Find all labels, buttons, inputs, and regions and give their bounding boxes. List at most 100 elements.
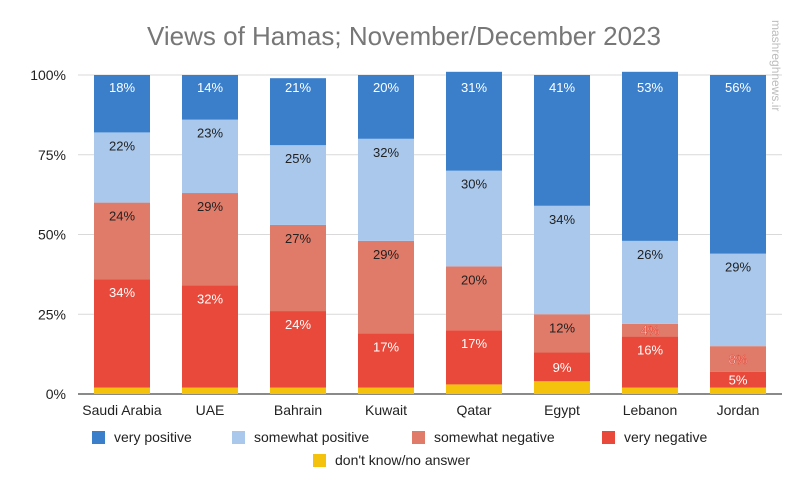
bar-segment	[710, 387, 766, 394]
bar-segment	[94, 387, 150, 394]
data-label: 24%	[109, 209, 135, 224]
data-label: 29%	[197, 199, 223, 214]
x-category-label: Saudi Arabia	[82, 402, 162, 418]
bar-segment	[94, 279, 150, 388]
y-tick-label: 25%	[38, 306, 66, 322]
bar-segment	[182, 387, 238, 394]
data-label: 4%	[641, 323, 660, 338]
data-label: 18%	[109, 80, 135, 95]
bar-segment	[446, 170, 502, 267]
bar-segment	[358, 240, 414, 334]
x-category-label: Jordan	[717, 402, 760, 418]
bar-segment	[622, 240, 678, 324]
legend-label: somewhat positive	[254, 429, 369, 445]
legend-swatch	[412, 431, 425, 444]
data-label: 20%	[461, 272, 487, 287]
data-label: 8%	[729, 352, 748, 367]
y-tick-label: 75%	[38, 147, 66, 163]
legend-label: very positive	[114, 429, 192, 445]
x-category-label: Egypt	[544, 402, 580, 418]
bar-segment	[710, 371, 766, 388]
bar-segment	[446, 266, 502, 331]
bars: 34% 24% 22% 18% 32% 29% 23% 14% 24% 27% 25% 21% 17% 2…	[94, 71, 766, 394]
data-label: 16%	[637, 343, 663, 358]
data-label: 17%	[373, 339, 399, 354]
bar-segment	[94, 202, 150, 280]
bar-segment	[270, 387, 326, 394]
bar-segment	[446, 330, 502, 385]
bar-segment	[534, 75, 590, 206]
bar-segment	[270, 311, 326, 388]
data-label: 56%	[725, 80, 751, 95]
data-label: 23%	[197, 126, 223, 141]
watermark-text: mashreghnews.ir	[769, 20, 783, 111]
x-category-label: Bahrain	[274, 402, 322, 418]
data-label: 27%	[285, 231, 311, 246]
bar-segment	[358, 138, 414, 241]
data-label: 25%	[285, 151, 311, 166]
data-label: 41%	[549, 80, 575, 95]
x-category-label: UAE	[196, 402, 225, 418]
legend-swatch	[313, 454, 326, 467]
legend-swatch	[232, 431, 245, 444]
bar-segment	[270, 78, 326, 146]
bar-segment	[710, 75, 766, 254]
data-label: 53%	[637, 80, 663, 95]
bar-segment	[182, 285, 238, 388]
bar-segment	[710, 253, 766, 347]
data-label: 20%	[373, 80, 399, 95]
bar-segment	[182, 119, 238, 194]
legend-label: don't know/no answer	[335, 452, 470, 468]
data-label: 32%	[373, 145, 399, 160]
data-label: 29%	[373, 247, 399, 262]
bar-segment	[622, 336, 678, 388]
bar-segment	[270, 145, 326, 225]
data-label: 22%	[109, 138, 135, 153]
data-label: 24%	[285, 317, 311, 332]
data-label: 17%	[461, 336, 487, 351]
legend-label: somewhat negative	[434, 429, 555, 445]
bar-segment	[94, 75, 150, 133]
data-label: 34%	[109, 285, 135, 300]
data-label: 9%	[553, 360, 572, 375]
data-label: 5%	[729, 373, 748, 388]
bar-segment	[534, 352, 590, 382]
data-label: 29%	[725, 260, 751, 275]
x-axis-categories: Saudi Arabia UAE Bahrain Kuwait Qatar Egypt Le…	[82, 402, 759, 418]
data-label: 31%	[461, 80, 487, 95]
bar-segment	[534, 205, 590, 315]
bar-segment	[446, 384, 502, 394]
bar-segment	[710, 346, 766, 372]
data-label: 26%	[637, 247, 663, 262]
legend-label: very negative	[624, 429, 707, 445]
bar-segment	[94, 132, 150, 203]
y-tick-label: 50%	[38, 227, 66, 243]
bar-segment	[622, 323, 678, 337]
legend: very positive somewhat positive somewhat n…	[92, 429, 707, 468]
bar-segment	[534, 314, 590, 353]
bar-segment	[358, 387, 414, 394]
bar-segment	[622, 387, 678, 394]
x-category-label: Qatar	[456, 402, 491, 418]
bar-segment	[358, 75, 414, 139]
x-category-label: Kuwait	[365, 402, 407, 418]
bar-segment	[270, 224, 326, 312]
y-tick-label: 0%	[46, 386, 66, 402]
data-label: 30%	[461, 177, 487, 192]
legend-swatch	[602, 431, 615, 444]
data-label: 21%	[285, 80, 311, 95]
y-tick-label: 100%	[30, 67, 66, 83]
data-label: 32%	[197, 292, 223, 307]
bar-segment	[534, 381, 590, 394]
bar-segment	[182, 193, 238, 286]
bar-segment	[182, 75, 238, 120]
data-label: 34%	[549, 212, 575, 227]
x-category-label: Lebanon	[623, 402, 678, 418]
data-label: 12%	[549, 320, 575, 335]
data-label: 14%	[197, 80, 223, 95]
bar-segment	[446, 71, 502, 171]
bar-segment	[358, 333, 414, 388]
bar-segment	[622, 71, 678, 241]
